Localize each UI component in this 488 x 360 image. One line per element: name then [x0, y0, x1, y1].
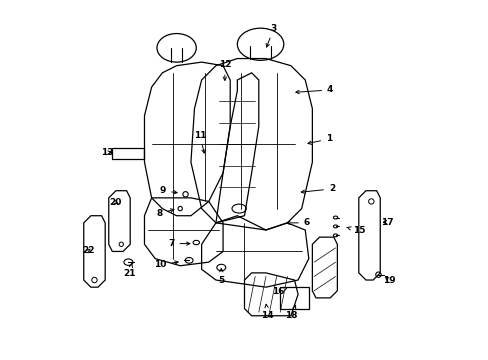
- Text: 19: 19: [382, 276, 395, 285]
- Text: 20: 20: [109, 198, 121, 207]
- Text: 8: 8: [156, 209, 174, 218]
- Text: 22: 22: [81, 246, 94, 255]
- Text: 7: 7: [168, 239, 189, 248]
- Text: 1: 1: [307, 134, 332, 144]
- Text: 15: 15: [346, 226, 365, 235]
- Text: 6: 6: [286, 219, 309, 228]
- Text: 12: 12: [218, 60, 231, 80]
- Text: 18: 18: [285, 305, 297, 320]
- Text: 17: 17: [380, 218, 393, 227]
- Text: 5: 5: [218, 269, 224, 285]
- Text: 4: 4: [295, 85, 333, 94]
- Text: 2: 2: [301, 184, 334, 193]
- Text: 9: 9: [160, 186, 177, 195]
- Text: 3: 3: [265, 24, 276, 47]
- Text: 11: 11: [193, 131, 205, 153]
- Text: 16: 16: [272, 287, 287, 296]
- Text: 21: 21: [123, 264, 136, 278]
- Text: 10: 10: [154, 260, 178, 269]
- Text: 13: 13: [101, 148, 113, 157]
- Text: 14: 14: [261, 304, 273, 320]
